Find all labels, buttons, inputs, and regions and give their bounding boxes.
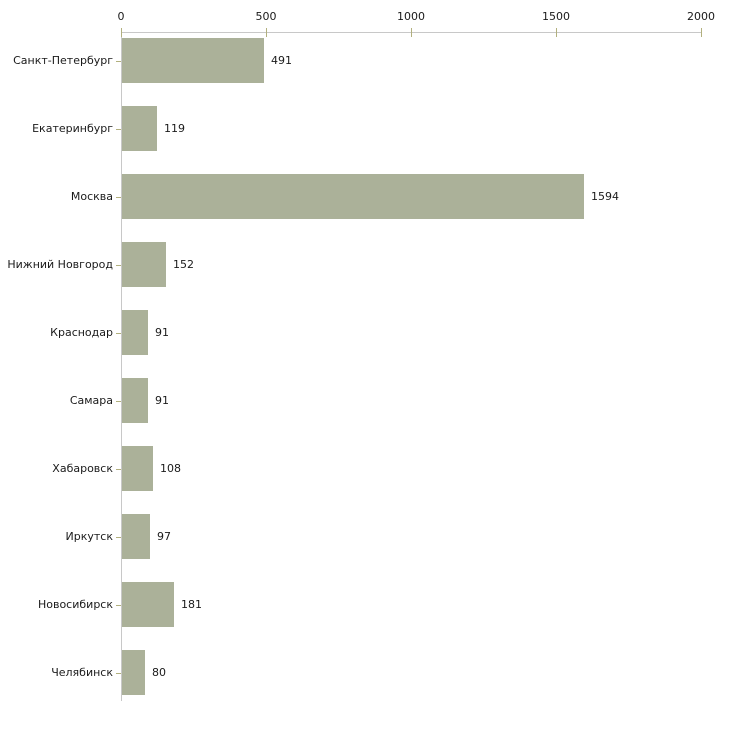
category-label: Москва [70, 190, 113, 203]
bar [122, 174, 584, 219]
bar-value-label: 108 [160, 462, 181, 475]
y-tick-mark [116, 401, 121, 402]
category-label: Новосибирск [37, 598, 113, 611]
y-tick-mark [116, 61, 121, 62]
bar [122, 38, 264, 83]
y-tick-mark [116, 333, 121, 334]
category-label: Краснодар [50, 326, 113, 339]
bar-value-label: 80 [152, 666, 166, 679]
y-tick-mark [116, 673, 121, 674]
bar-value-label: 152 [173, 258, 194, 271]
x-tick-label: 0 [117, 10, 125, 23]
x-tick-label: 2000 [687, 10, 715, 23]
bar [122, 378, 148, 423]
category-label: Самара [69, 394, 113, 407]
x-tick-mark [556, 28, 557, 37]
bar-value-label: 91 [155, 394, 169, 407]
category-label: Хабаровск [52, 462, 113, 475]
bar [122, 650, 145, 695]
bar [122, 514, 150, 559]
bar [122, 310, 148, 355]
bar-value-label: 97 [157, 530, 171, 543]
y-tick-mark [116, 537, 121, 538]
bar-value-label: 181 [181, 598, 202, 611]
category-label: Иркутск [65, 530, 113, 543]
bar-value-label: 1594 [591, 190, 619, 203]
x-tick-label: 500 [255, 10, 277, 23]
category-label: Нижний Новгород [7, 258, 113, 271]
y-tick-mark [116, 265, 121, 266]
x-tick-mark [266, 28, 267, 37]
bar [122, 446, 153, 491]
bar-value-label: 91 [155, 326, 169, 339]
y-axis-line [121, 32, 122, 701]
bar-value-label: 119 [164, 122, 185, 135]
x-tick-mark [701, 28, 702, 37]
y-tick-mark [116, 197, 121, 198]
bar [122, 242, 166, 287]
x-tick-label: 1500 [542, 10, 570, 23]
y-tick-mark [116, 605, 121, 606]
bar [122, 582, 174, 627]
category-label: Екатеринбург [32, 122, 113, 135]
bar [122, 106, 157, 151]
x-tick-mark [121, 28, 122, 37]
category-label: Челябинск [51, 666, 113, 679]
y-tick-mark [116, 129, 121, 130]
x-tick-mark [411, 28, 412, 37]
bar-value-label: 491 [271, 54, 292, 67]
category-label: Санкт-Петербург [13, 54, 113, 67]
y-tick-mark [116, 469, 121, 470]
x-tick-label: 1000 [397, 10, 425, 23]
